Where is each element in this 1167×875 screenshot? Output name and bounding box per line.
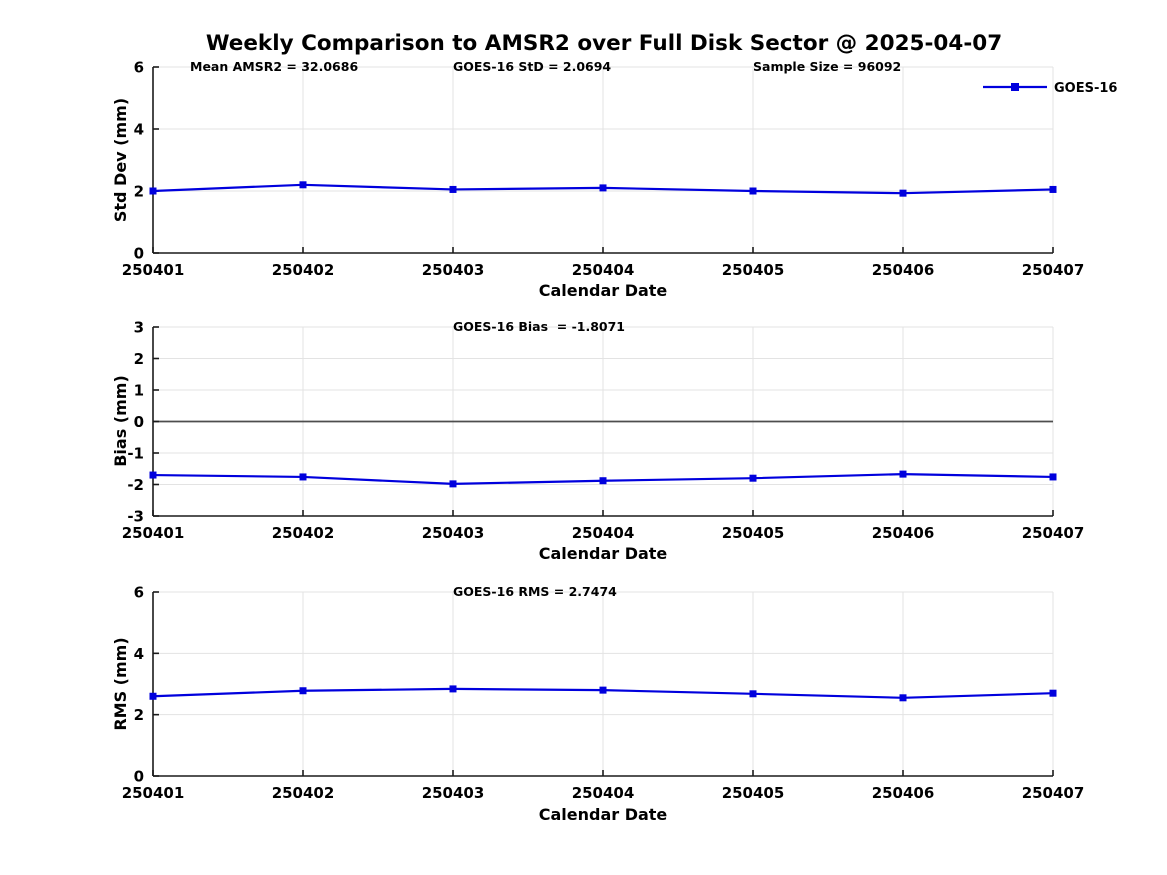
data-point-marker xyxy=(299,473,307,481)
data-point-marker xyxy=(299,687,307,695)
x-tick-label: 250401 xyxy=(122,524,185,542)
y-tick-label: 2 xyxy=(134,706,144,724)
x-tick-label: 250406 xyxy=(872,784,935,802)
data-point-marker xyxy=(749,187,757,195)
x-tick-label: 250406 xyxy=(872,261,935,279)
annotation-goes16-bias: GOES-16 Bias = -1.8071 xyxy=(453,319,625,334)
x-tick-label: 250404 xyxy=(572,524,635,542)
y-tick-label: 0 xyxy=(134,413,144,431)
charts-root: 0 2 4 6 250401 250402 250403 250404 250405 250406… xyxy=(122,59,1085,803)
x-tick-label: 250406 xyxy=(872,524,935,542)
ylabel-rms: RMS (mm) xyxy=(111,637,130,730)
annotation-goes16-std: GOES-16 StD = 2.0694 xyxy=(453,59,611,74)
y-tick-label: -2 xyxy=(127,476,144,494)
data-point-marker xyxy=(1049,689,1057,697)
data-point-marker xyxy=(899,694,907,702)
annotation-mean-amsr2: Mean AMSR2 = 32.0686 xyxy=(190,59,358,74)
y-tick-label: 6 xyxy=(134,59,144,77)
y-tick-label: -3 xyxy=(127,508,144,526)
y-tick-label: 0 xyxy=(134,245,144,263)
y-tick-label: 4 xyxy=(134,121,144,139)
y-tick-label: 4 xyxy=(134,645,144,663)
data-point-marker xyxy=(1049,473,1057,481)
data-point-marker xyxy=(899,189,907,197)
x-tick-label: 250407 xyxy=(1022,784,1085,802)
x-tick-label: 250403 xyxy=(422,261,485,279)
x-tick-label: 250402 xyxy=(272,261,335,279)
xlabel-calendar-date-1: Calendar Date xyxy=(539,281,668,300)
data-point-marker xyxy=(899,470,907,478)
xlabel-calendar-date-2: Calendar Date xyxy=(539,544,668,563)
data-point-marker xyxy=(749,474,757,482)
data-point-marker xyxy=(149,471,157,479)
x-tick-label: 250405 xyxy=(722,261,785,279)
x-tick-label: 250403 xyxy=(422,524,485,542)
x-tick-label: 250401 xyxy=(122,784,185,802)
figure-title: Weekly Comparison to AMSR2 over Full Dis… xyxy=(206,31,1002,56)
y-tick-label: 2 xyxy=(134,183,144,201)
x-tick-label: 250403 xyxy=(422,784,485,802)
data-point-marker xyxy=(299,181,307,189)
annotation-goes16-rms: GOES-16 RMS = 2.7474 xyxy=(453,584,617,599)
x-tick-label: 250407 xyxy=(1022,524,1085,542)
data-point-marker xyxy=(599,686,607,694)
data-point-marker xyxy=(149,692,157,700)
data-point-marker xyxy=(599,184,607,192)
annotation-sample-size: Sample Size = 96092 xyxy=(753,59,901,74)
data-point-marker xyxy=(449,685,457,693)
ylabel-bias: Bias (mm) xyxy=(111,375,130,467)
data-point-marker xyxy=(149,187,157,195)
data-point-marker xyxy=(749,690,757,698)
data-point-marker xyxy=(449,480,457,488)
xlabel-calendar-date-3: Calendar Date xyxy=(539,805,668,824)
y-tick-label: 3 xyxy=(134,319,144,337)
x-tick-label: 250402 xyxy=(272,524,335,542)
ylabel-std-dev: Std Dev (mm) xyxy=(111,98,130,222)
data-point-marker xyxy=(449,185,457,193)
x-tick-label: 250404 xyxy=(572,261,635,279)
y-tick-label: 6 xyxy=(134,584,144,602)
y-tick-label: 2 xyxy=(134,350,144,368)
x-tick-label: 250407 xyxy=(1022,261,1085,279)
x-tick-label: 250405 xyxy=(722,784,785,802)
x-tick-label: 250404 xyxy=(572,784,635,802)
legend-label: GOES-16 xyxy=(1054,81,1117,96)
y-tick-label: -1 xyxy=(127,445,144,463)
x-tick-label: 250402 xyxy=(272,784,335,802)
x-tick-label: 250401 xyxy=(122,261,185,279)
x-tick-label: 250405 xyxy=(722,524,785,542)
legend: GOES-16 xyxy=(983,81,1117,96)
legend-marker-square xyxy=(1011,83,1019,91)
data-point-marker xyxy=(1049,185,1057,193)
data-point-marker xyxy=(599,477,607,485)
y-tick-label: 1 xyxy=(134,382,144,400)
y-tick-label: 0 xyxy=(134,768,144,786)
